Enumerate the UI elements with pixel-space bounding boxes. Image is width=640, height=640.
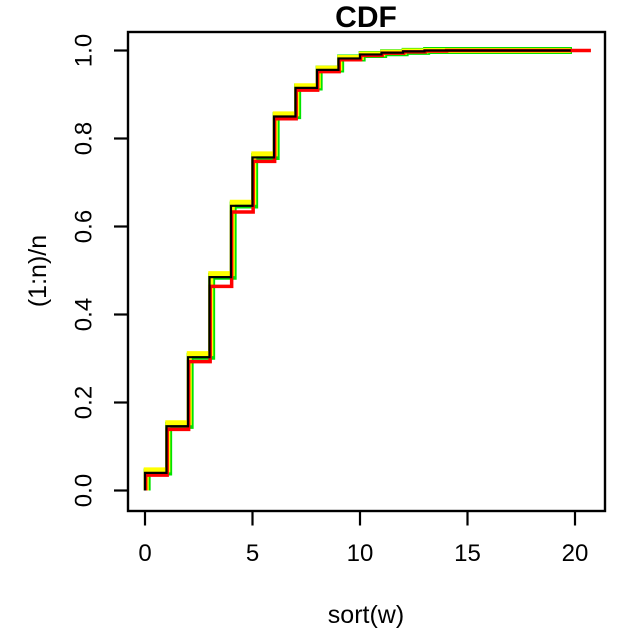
y-axis-tick-label: 0.0 (71, 474, 98, 507)
y-axis-tick-label: 0.6 (71, 210, 98, 243)
y-axis-tick-label: 1.0 (71, 34, 98, 67)
plot-frame (126, 30, 607, 513)
x-axis-tick-label: 20 (562, 540, 589, 567)
series-red-line (143, 48, 591, 491)
y-axis-tick-label: 0.4 (71, 298, 98, 331)
x-axis-tick-label: 15 (454, 540, 481, 567)
series-black-line (143, 49, 571, 491)
y-axis-tick-label: 0.2 (71, 386, 98, 419)
series-lines (143, 47, 591, 491)
y-axis-tick-label: 0.8 (71, 122, 98, 155)
series-green-line (143, 47, 572, 491)
x-axis-title: sort(w) (328, 601, 404, 629)
x-axis-tick-label: 10 (347, 540, 374, 567)
y-axis: 0.0 0.2 0.4 0.6 0.8 1.0 (71, 34, 128, 507)
series-yellow-line (143, 48, 571, 491)
x-axis-tick-label: 5 (246, 540, 259, 567)
chart-title: CDF (335, 1, 397, 34)
y-axis-title: (1:n)/n (24, 235, 52, 307)
x-axis-tick-label: 0 (138, 540, 151, 567)
x-axis: 0 5 10 15 20 (138, 511, 588, 567)
